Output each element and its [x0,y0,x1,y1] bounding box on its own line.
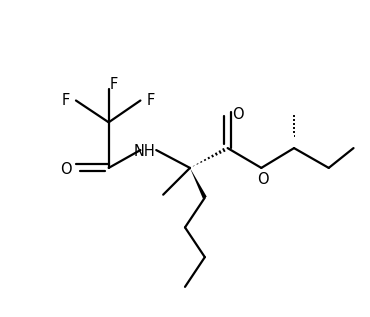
Text: NH: NH [134,144,155,158]
Polygon shape [190,168,207,199]
Text: O: O [60,162,72,178]
Text: F: F [146,93,154,108]
Text: F: F [110,77,118,92]
Text: O: O [258,172,269,187]
Text: F: F [62,93,70,108]
Text: O: O [232,107,243,122]
